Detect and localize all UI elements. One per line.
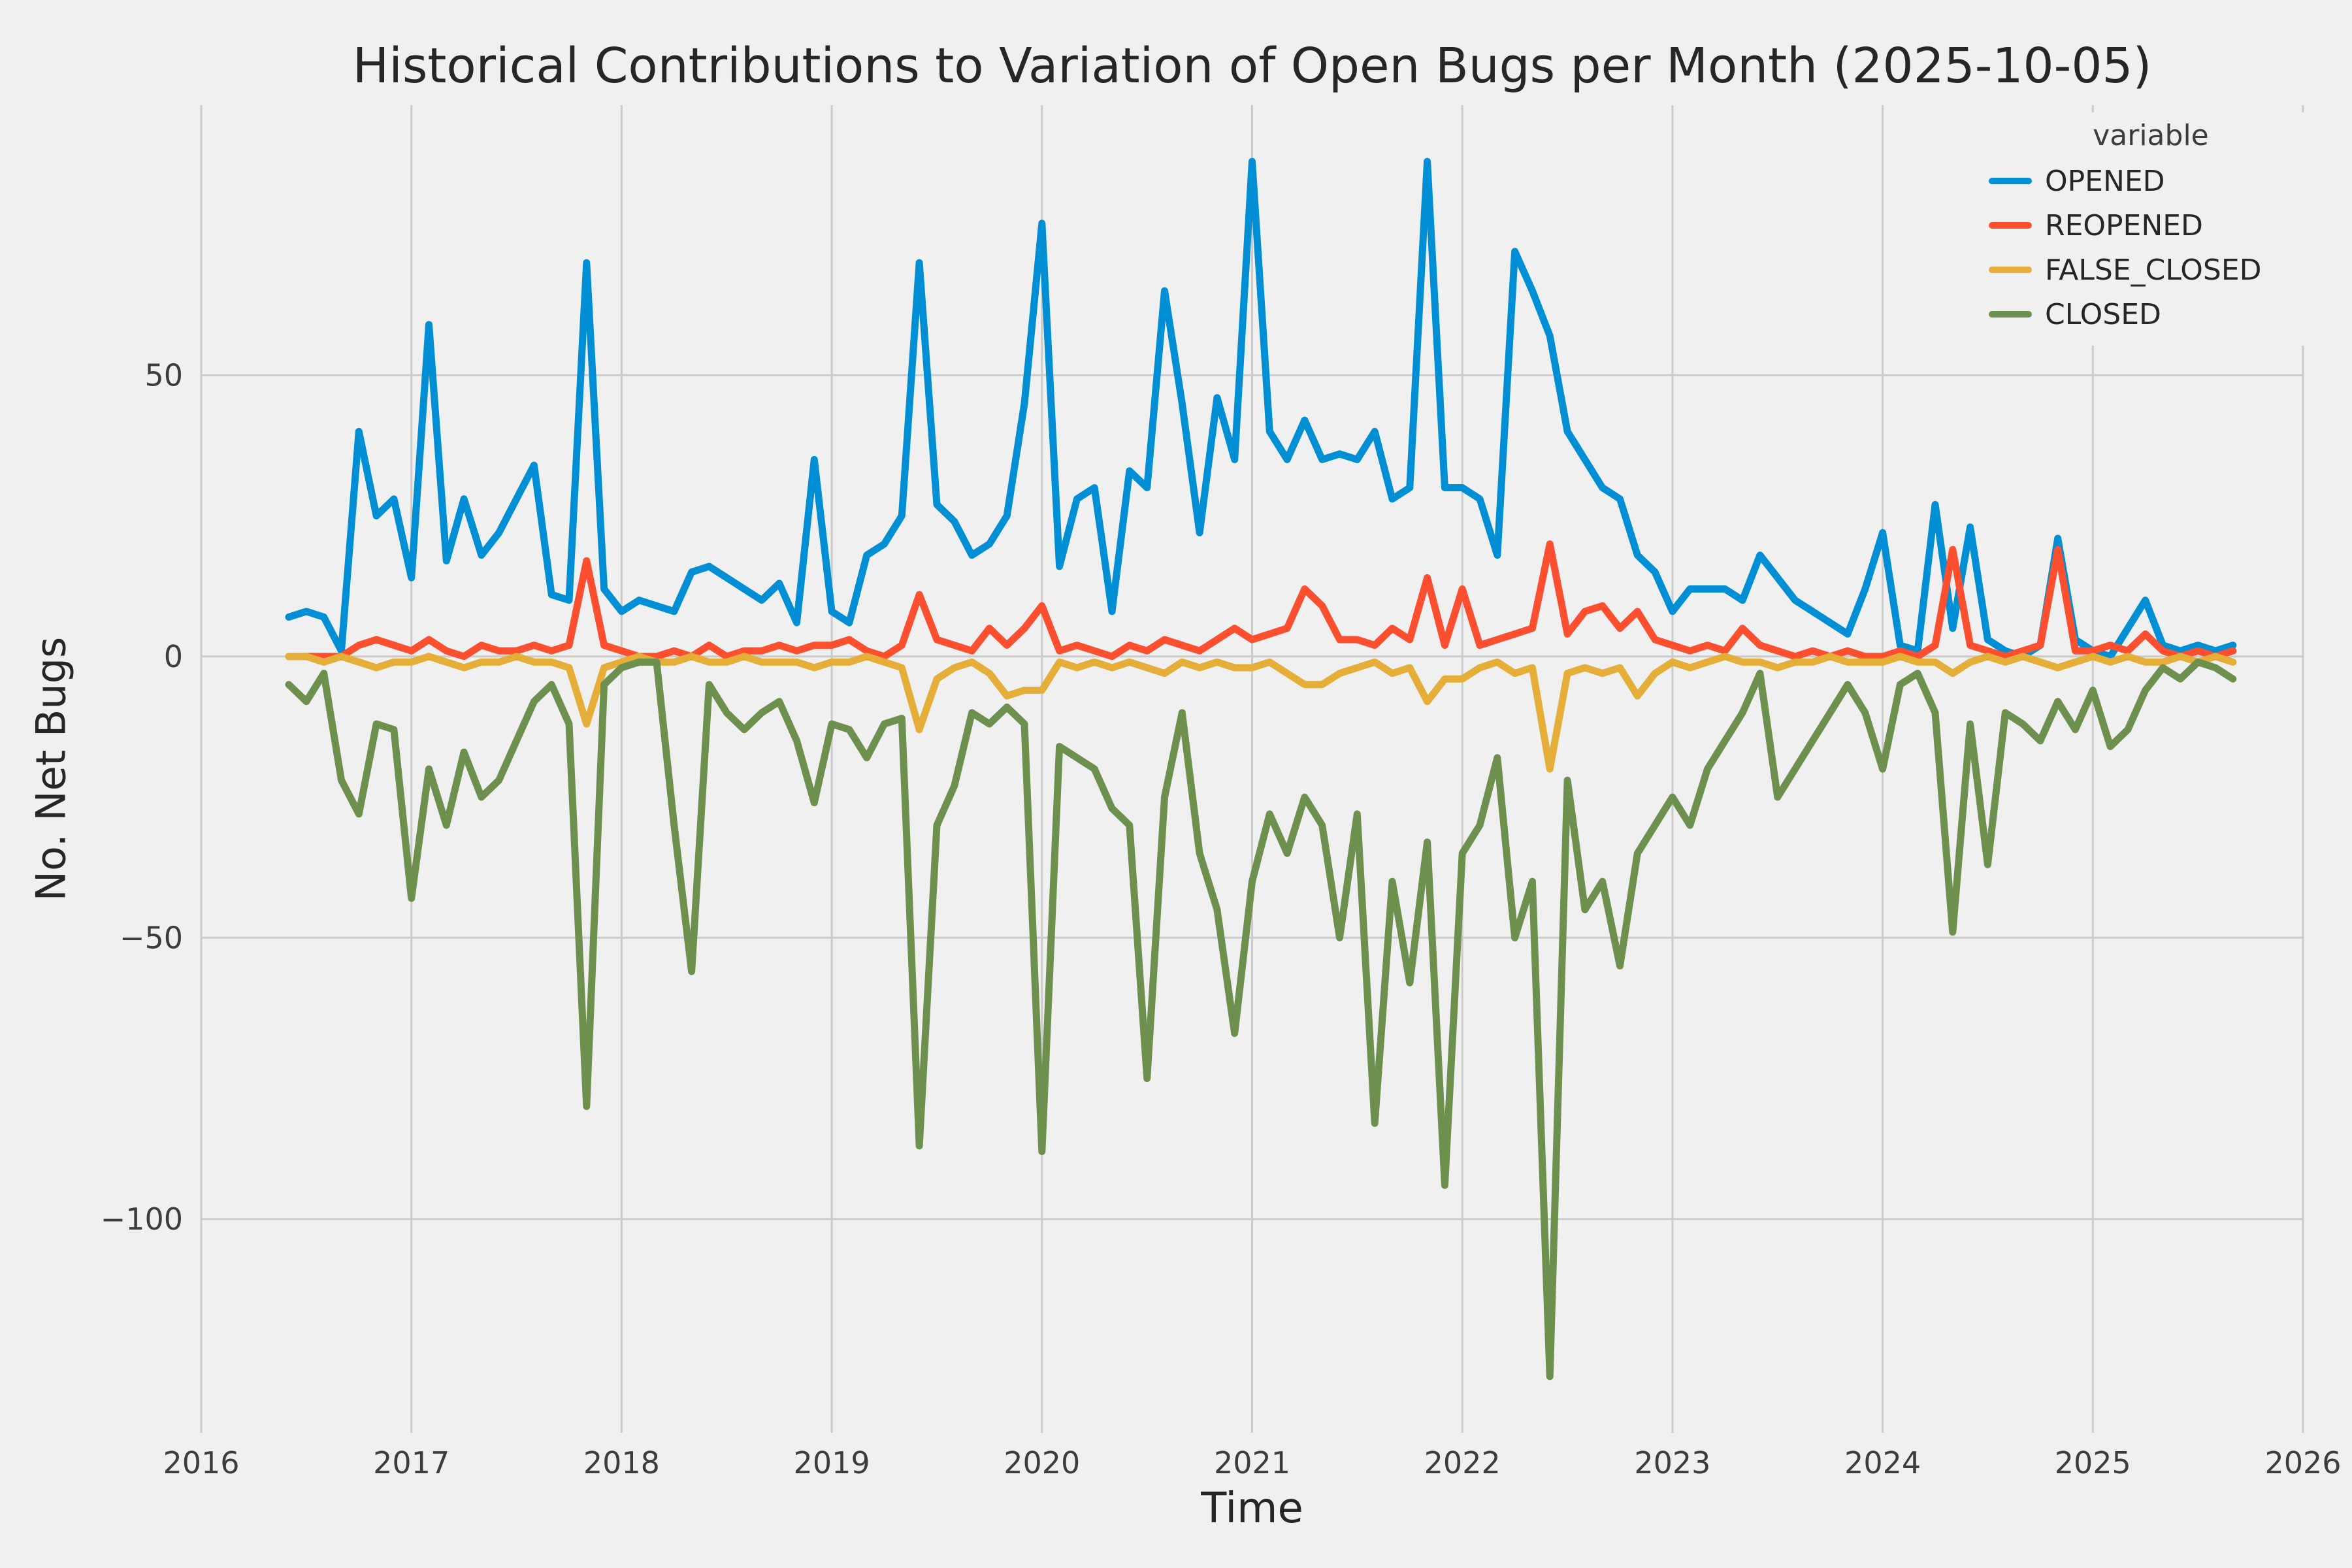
- legend-label: REOPENED: [2045, 208, 2203, 242]
- x-tick-label: 2023: [1634, 1445, 1710, 1480]
- chart-title: Historical Contributions to Variation of…: [352, 38, 2152, 94]
- legend: variable OPENED REOPENED FALSE_CLOSED CLOSE…: [1972, 112, 2330, 346]
- x-tick-label: 2021: [1214, 1445, 1290, 1480]
- legend-title: variable: [2093, 119, 2209, 152]
- x-tick-label: 2018: [583, 1445, 660, 1480]
- x-tick-label: 2022: [1424, 1445, 1501, 1480]
- legend-label: OPENED: [2045, 164, 2165, 198]
- x-tick-label: 2024: [1844, 1445, 1921, 1480]
- legend-item-closed: CLOSED: [1972, 292, 2330, 336]
- legend-item-reopened: REOPENED: [1972, 203, 2330, 248]
- legend-label: CLOSED: [2045, 297, 2161, 331]
- series-line-reopened: [285, 540, 2237, 661]
- x-tick-label: 2019: [794, 1445, 870, 1480]
- x-tick-label: 2020: [1004, 1445, 1080, 1480]
- x-tick-label: 2025: [2055, 1445, 2131, 1480]
- series-line-closed: [285, 658, 2237, 1380]
- legend-item-opened: OPENED: [1972, 159, 2330, 203]
- y-tick-label: 0: [164, 639, 183, 674]
- series-line-opened: [285, 157, 2237, 661]
- legend-swatch-icon: [1989, 311, 2032, 318]
- legend-label: FALSE_CLOSED: [2045, 253, 2262, 287]
- legend-swatch-icon: [1989, 267, 2032, 273]
- series-line-false_closed: [285, 653, 2237, 773]
- x-tick-label: 2026: [2264, 1445, 2341, 1480]
- x-tick-label: 2016: [163, 1445, 239, 1480]
- legend-swatch-icon: [1989, 222, 2032, 229]
- x-tick-label: 2017: [373, 1445, 449, 1480]
- legend-swatch-icon: [1989, 178, 2032, 184]
- y-tick-label: −100: [101, 1201, 183, 1237]
- y-axis-label: No. Net Bugs: [27, 636, 75, 902]
- legend-item-false_closed: FALSE_CLOSED: [1972, 248, 2330, 292]
- y-tick-label: −50: [120, 920, 183, 955]
- y-tick-label: 50: [144, 357, 183, 393]
- legend-items: OPENED REOPENED FALSE_CLOSED CLOSED: [1972, 159, 2330, 336]
- x-axis-label: Time: [1201, 1484, 1303, 1533]
